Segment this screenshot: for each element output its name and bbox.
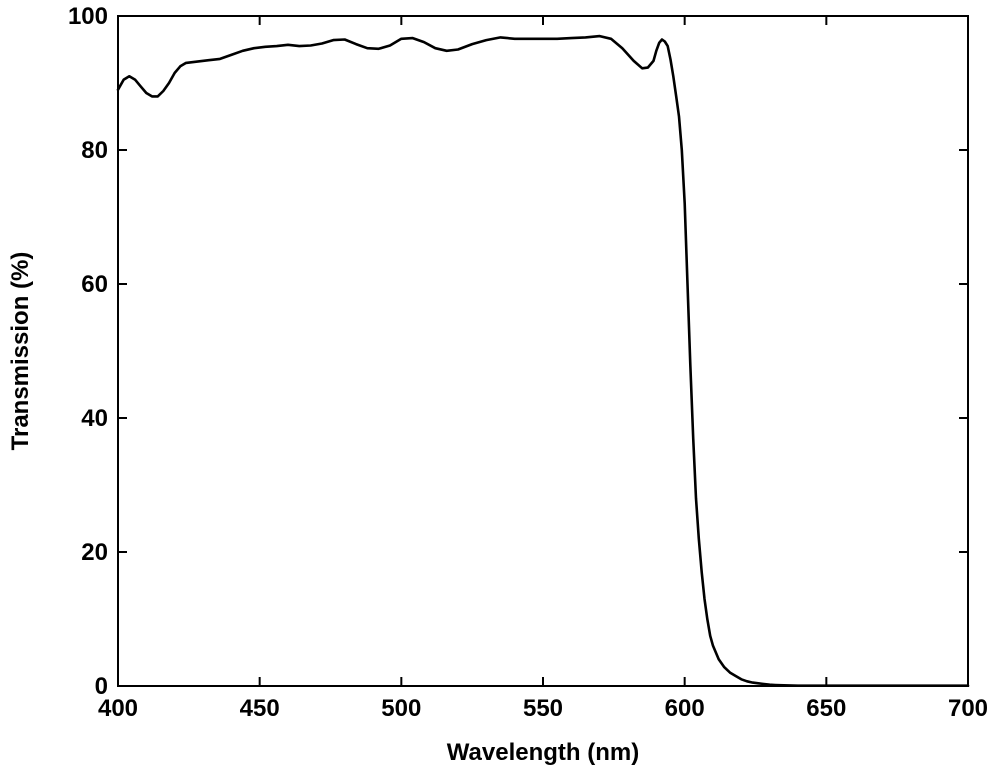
y-tick-label: 60 bbox=[81, 271, 108, 298]
y-tick-label: 0 bbox=[95, 673, 108, 700]
plot-area bbox=[118, 16, 968, 686]
y-tick-label: 100 bbox=[68, 3, 108, 30]
y-tick-label: 20 bbox=[81, 539, 108, 566]
x-tick-label: 550 bbox=[523, 695, 563, 722]
x-axis-label: Wavelength (nm) bbox=[447, 739, 639, 766]
y-tick-label: 80 bbox=[81, 137, 108, 164]
y-tick-label: 40 bbox=[81, 405, 108, 432]
x-tick-label: 500 bbox=[381, 695, 421, 722]
x-tick-label: 450 bbox=[240, 695, 280, 722]
x-tick-label: 650 bbox=[806, 695, 846, 722]
y-axis-label: Transmission (%) bbox=[7, 252, 34, 451]
x-tick-label: 700 bbox=[948, 695, 988, 722]
x-tick-label: 600 bbox=[665, 695, 705, 722]
